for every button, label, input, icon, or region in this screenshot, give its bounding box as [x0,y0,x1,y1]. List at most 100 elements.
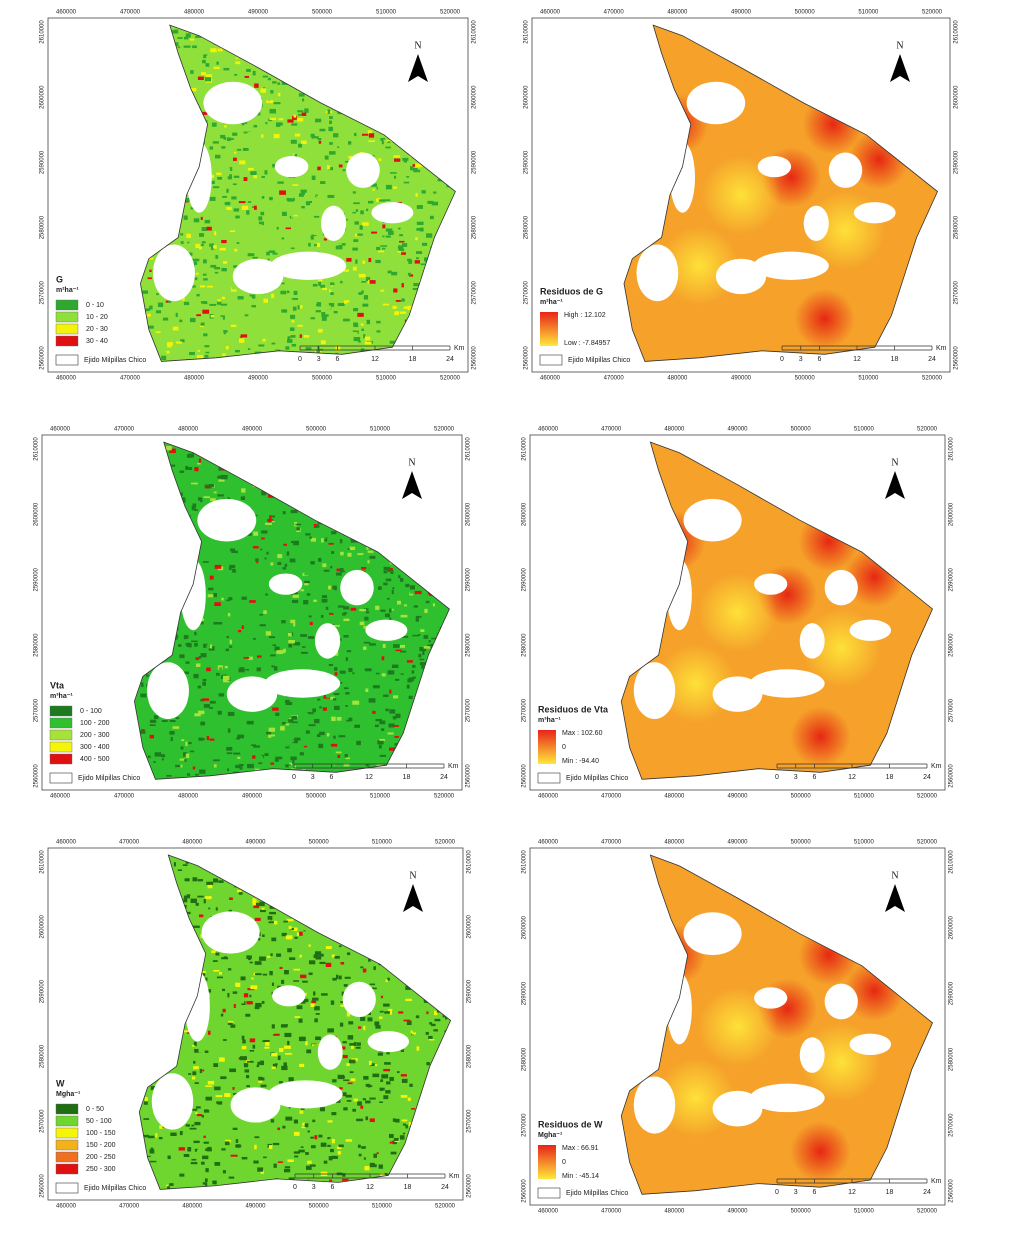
pixel [300,1146,304,1148]
pixel [145,674,149,677]
pixel [322,595,328,598]
pixel [420,263,426,266]
pixel [193,726,200,730]
pixel [403,1123,406,1126]
pixel [346,650,352,653]
pixel [206,881,214,885]
pixel [221,597,224,601]
pixel [173,862,176,867]
pixel [182,297,185,301]
pixel [298,1046,303,1049]
pixel [343,318,350,322]
pixel [328,1156,333,1161]
pixel [191,330,198,333]
pixel [310,537,317,542]
pixel [305,1152,309,1155]
pixel [328,585,332,590]
pixel [334,959,339,964]
pixel [250,985,258,990]
pixel [407,1097,411,1101]
pixel [212,141,219,144]
pixel [312,138,318,142]
pixel [185,861,189,864]
pixel [337,146,340,148]
pixel [154,753,158,756]
y-coord-label: 2590000 [524,150,530,174]
pixel [407,272,411,276]
pixel [318,1134,323,1138]
pixel [244,1069,250,1073]
pixel [161,355,167,361]
pixel [222,353,226,356]
pixel [332,1079,337,1083]
pixel [228,909,233,912]
pixel [199,246,202,250]
legend-swatch [55,323,79,335]
pixel [295,523,302,526]
y-coord-label: 2590000 [34,567,40,591]
pixel [180,339,185,343]
pixel [190,70,194,74]
hole [633,1076,676,1134]
pixel [385,228,393,232]
north-arrow [402,471,422,499]
pixel [254,205,257,210]
pixel [346,952,351,956]
pixel [303,335,310,338]
y-coord-label: 2570000 [466,698,472,722]
pixel [214,231,217,236]
pixel [321,598,328,603]
y-coord-label: 2560000 [954,346,960,370]
pixel [232,132,238,136]
pixel [213,969,220,972]
pixel [371,231,378,234]
pixel [401,1119,408,1122]
pixel [186,1031,190,1034]
pixel [242,1039,246,1044]
hole [268,573,303,595]
pixel [169,1173,176,1178]
pixel [194,1121,201,1126]
y-coord-label: 2610000 [522,437,528,461]
pixel [216,622,223,625]
pixel [199,769,206,774]
pixel [219,1135,224,1139]
pixel [301,646,306,648]
pixel [185,643,192,646]
hole [715,258,767,295]
legend-ramp [538,1145,556,1179]
pixel [309,621,313,625]
pixel [196,1149,203,1153]
pixel [207,501,213,503]
pixel [368,270,371,275]
pixel [281,237,285,240]
x-coord-label: 480000 [182,1204,203,1210]
pixel [346,302,351,306]
pixel [371,987,377,990]
pixel [262,934,265,937]
pixel [189,1127,197,1130]
legend-swatch [55,1163,79,1175]
pixel [246,1060,254,1063]
pixel [379,738,386,741]
pixel [282,1125,286,1129]
pixel [344,300,350,304]
pixel [219,667,223,672]
pixel [331,551,335,554]
hole [828,152,863,188]
y-coord-label: 2610000 [472,20,478,44]
pixel [320,181,326,184]
pixel [334,286,340,291]
pixel [205,74,212,78]
pixel [209,707,213,709]
pixel [379,276,387,281]
pixel [393,644,400,648]
pixel [379,333,385,338]
pixel [195,773,199,776]
pixel [375,605,380,610]
pixel [375,672,380,675]
y-coord-label: 2610000 [954,20,960,44]
pixel [180,241,184,244]
pixel [393,175,397,179]
pixel [190,237,195,242]
